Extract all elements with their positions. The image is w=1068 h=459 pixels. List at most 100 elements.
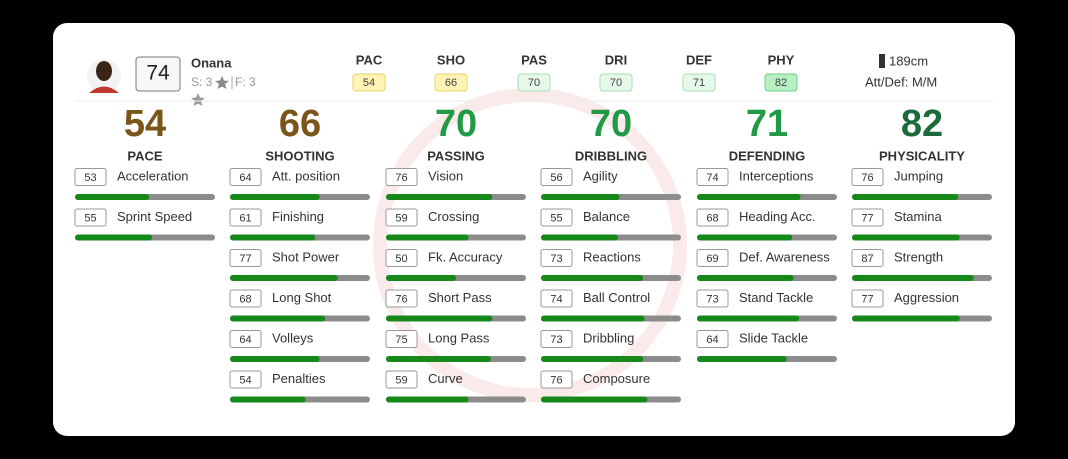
stat-name: Att. position	[272, 168, 340, 183]
bar-fill	[852, 234, 960, 241]
player-name: Onana	[191, 55, 232, 70]
bar-fill	[386, 315, 493, 322]
stat-value: 53	[84, 172, 96, 184]
category-value: 71	[746, 103, 788, 145]
summary-value: 82	[775, 77, 787, 89]
category-value: 54	[124, 103, 166, 145]
summary-value: 70	[610, 77, 622, 89]
category-label: PACE	[127, 148, 162, 163]
avatar	[87, 59, 121, 93]
stat-name: Jumping	[894, 168, 943, 183]
summary-badge	[517, 73, 551, 92]
bar-fill	[697, 275, 794, 281]
stat-name: Heading Acc.	[739, 209, 816, 224]
stat-box	[229, 208, 262, 227]
overall-box	[135, 56, 181, 92]
summary-label: PAS	[521, 52, 547, 67]
stat-box	[540, 330, 573, 348]
stat-value: 69	[706, 253, 718, 265]
stat-value: 75	[395, 334, 407, 346]
summary-label: PHY	[768, 52, 795, 67]
bar-fill	[541, 356, 644, 362]
stat-box	[74, 168, 107, 186]
category-label: PHYSICALITY	[879, 148, 965, 163]
bar-fill	[697, 356, 787, 362]
stat-box	[696, 208, 729, 227]
stat-name: Dribbling	[583, 330, 634, 345]
stat-value: 76	[395, 172, 407, 184]
stat-value: 55	[84, 212, 96, 224]
stat-name: Stand Tackle	[739, 290, 813, 305]
stat-name: Finishing	[272, 209, 324, 224]
stat-name: Stamina	[894, 209, 942, 224]
bar-fill	[230, 315, 326, 322]
bar-fill	[386, 275, 456, 281]
stat-name: Strength	[894, 249, 943, 264]
summary-label: PAC	[356, 52, 383, 67]
bar-fill	[852, 315, 960, 322]
summary-value: 71	[693, 77, 705, 89]
stat-name: Slide Tackle	[739, 330, 808, 345]
star-icon	[215, 76, 229, 89]
bar-fill	[230, 396, 306, 403]
stat-box	[851, 289, 884, 308]
stat-box	[851, 208, 884, 227]
stat-name: Penalties	[272, 371, 326, 386]
stat-name: Curve	[428, 371, 463, 386]
summary-badge	[764, 73, 798, 92]
stat-name: Fk. Accuracy	[428, 249, 503, 264]
stat-box	[229, 330, 262, 348]
skill-moves: S: 3	[191, 75, 213, 89]
stat-value: 77	[239, 253, 251, 265]
stat-name: Shot Power	[272, 249, 340, 264]
category-value: 70	[435, 103, 477, 145]
stat-value: 74	[550, 293, 562, 305]
stat-value: 73	[550, 253, 562, 265]
stat-box	[851, 168, 884, 186]
stat-box	[229, 289, 262, 308]
stat-box	[385, 370, 418, 389]
stat-name: Ball Control	[583, 290, 650, 305]
bar-fill	[75, 194, 150, 200]
card	[53, 23, 1015, 436]
stat-box	[74, 208, 107, 227]
star-icon	[191, 93, 205, 106]
stat-value: 73	[550, 334, 562, 346]
stat-box	[540, 249, 573, 267]
stat-box	[540, 289, 573, 308]
stat-name: Volleys	[272, 330, 314, 345]
stat-box	[385, 249, 418, 267]
stat-value: 55	[550, 212, 562, 224]
stat-value: 64	[239, 172, 251, 184]
watermark	[373, 88, 687, 402]
stat-value: 56	[550, 172, 562, 184]
stat-name: Agility	[583, 168, 618, 183]
stat-name: Aggression	[894, 290, 959, 305]
summary-label: DEF	[686, 52, 712, 67]
summary-badge	[682, 73, 716, 92]
bar-fill	[697, 234, 793, 241]
stat-box	[229, 370, 262, 389]
stat-name: Balance	[583, 209, 630, 224]
bar-fill	[230, 275, 338, 281]
summary-label: DRI	[605, 52, 627, 67]
stat-value: 64	[706, 334, 718, 346]
stat-box	[696, 249, 729, 267]
stat-name: Sprint Speed	[117, 209, 192, 224]
stat-value: 77	[861, 212, 873, 224]
stat-name: Acceleration	[117, 168, 189, 183]
stat-value: 68	[239, 293, 251, 305]
category-label: PASSING	[427, 148, 485, 163]
stat-value: 76	[861, 172, 873, 184]
stat-box	[540, 208, 573, 227]
bar-fill	[386, 396, 469, 403]
bar-fill	[386, 234, 469, 241]
height: 189cm	[889, 53, 928, 68]
summary-badge	[599, 73, 633, 92]
stat-value: 59	[395, 212, 407, 224]
weak-foot: F: 3	[235, 75, 256, 89]
category-value: 66	[279, 103, 321, 145]
bar-fill	[386, 194, 493, 200]
